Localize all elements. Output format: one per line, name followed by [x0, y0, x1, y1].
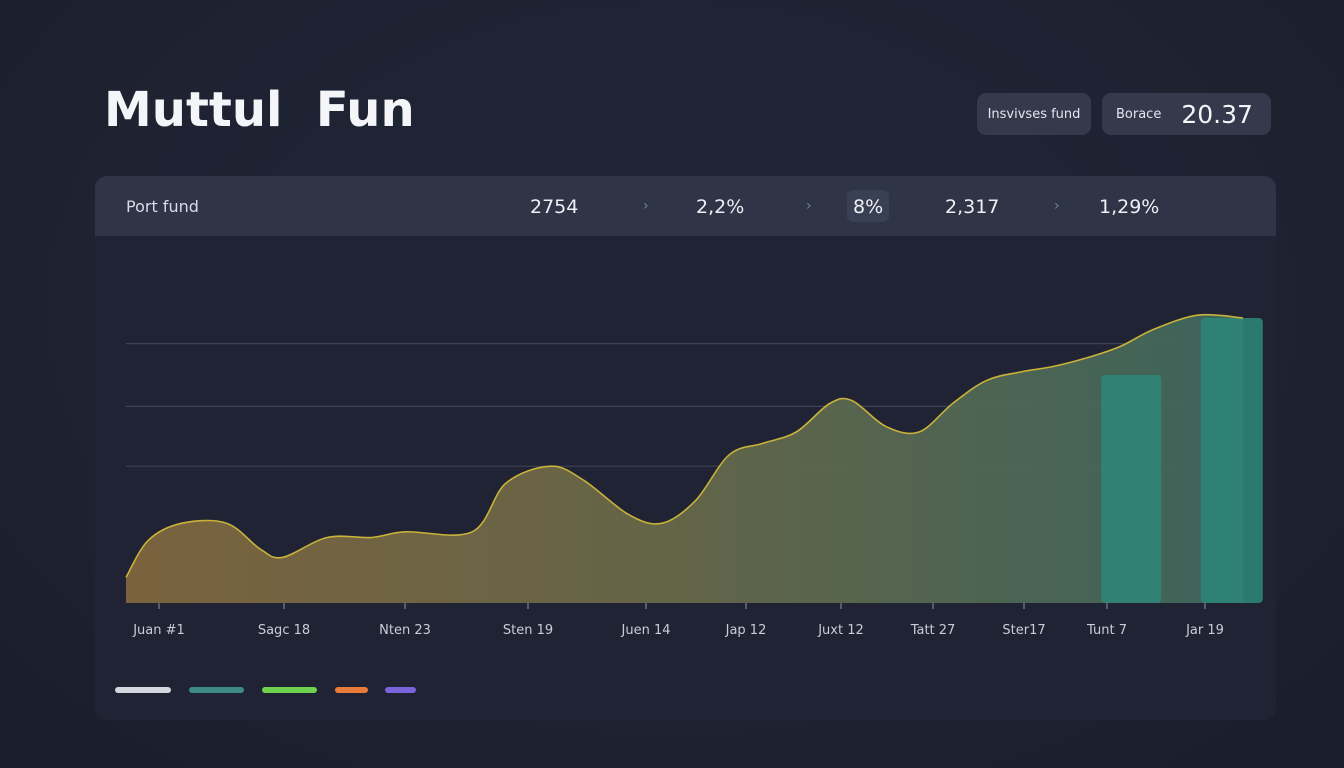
x-tick-label: Juen 14 — [621, 623, 671, 638]
balance-label: Borace — [1116, 106, 1162, 122]
stat-value-4: 2,317 — [945, 196, 1000, 218]
series-line — [125, 313, 1244, 578]
x-tick-label: Jap 12 — [725, 623, 767, 638]
legend — [0, 687, 1344, 695]
x-tick-label: Jar 19 — [1185, 623, 1224, 638]
x-tick-label: Tatt 27 — [910, 623, 956, 638]
page-title: Muttul Fun — [104, 82, 415, 138]
legend-swatch-1[interactable] — [115, 687, 171, 693]
series-area — [126, 314, 1243, 603]
stat-value-1: 2754 — [530, 196, 579, 218]
stats-bar: Port fund 2754 › 2,2% › 8% 2,317 › 1,29% — [95, 176, 1276, 236]
bar-jar-19[interactable] — [1200, 318, 1263, 603]
fund-name: Port fund — [126, 197, 199, 216]
legend-swatch-2[interactable] — [189, 687, 244, 693]
x-tick-label: Sagc 18 — [258, 623, 310, 638]
investment-fund-button[interactable]: Insvivses fund — [977, 93, 1091, 135]
balance-value: 20.37 — [1181, 99, 1253, 129]
investment-fund-label: Insvivses fund — [987, 106, 1081, 122]
legend-swatch-5[interactable] — [385, 687, 416, 693]
stat-value-5: 1,29% — [1099, 196, 1160, 218]
stat-value-3: 8% — [847, 190, 890, 222]
legend-swatch-3[interactable] — [262, 687, 317, 693]
legend-swatch-4[interactable] — [335, 687, 368, 693]
x-tick-label: Ster17 — [1002, 623, 1045, 638]
x-tick-label: Sten 19 — [503, 623, 553, 638]
x-tick-label: Juan #1 — [132, 623, 185, 638]
x-tick-label: Juxt 12 — [817, 623, 864, 638]
chevron-right-icon[interactable]: › — [1054, 198, 1060, 214]
balance-button[interactable]: Borace 20.37 — [1102, 93, 1271, 135]
x-tick-label: Tunt 7 — [1086, 623, 1127, 638]
stat-value-2: 2,2% — [696, 196, 745, 218]
chevron-right-icon[interactable]: › — [806, 198, 812, 214]
bar-tunt-7[interactable] — [1101, 375, 1162, 603]
x-tick-label: Nten 23 — [379, 623, 431, 638]
chevron-right-icon[interactable]: › — [643, 198, 649, 214]
